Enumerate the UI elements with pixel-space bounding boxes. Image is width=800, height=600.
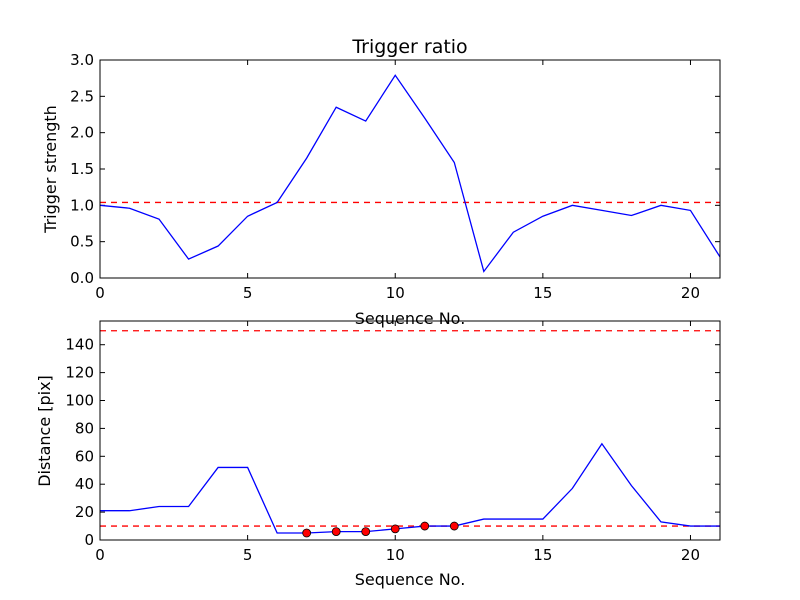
top-x-tick-label: 10	[386, 284, 405, 302]
bottom-data-point	[331, 527, 341, 537]
top-y-tick-label: 0.5	[70, 233, 94, 251]
top-x-tick-label: 5	[243, 284, 253, 302]
bottom-x-tick-label: 5	[243, 546, 253, 564]
bottom-y-tick-label: 140	[65, 336, 94, 354]
bottom-y-tick-label: 80	[75, 419, 94, 437]
top-y-tick-label: 2.0	[70, 124, 94, 142]
bottom-axes-frame	[99, 320, 721, 541]
top-chart-title: Trigger ratio	[351, 36, 467, 58]
bottom-y-axis-label: Distance [pix]	[35, 375, 54, 487]
top-y-tick-label: 1.0	[70, 196, 94, 214]
top-y-tick-label: 3.0	[70, 51, 94, 69]
bottom-subplot: Sequence No. Distance [pix] 0 5 10 15 20 0 20 4…	[35, 320, 721, 589]
top-y-axis-label: Trigger strength	[41, 105, 60, 234]
bottom-y-tick-label: 0	[84, 531, 94, 549]
bottom-data-point	[361, 527, 371, 537]
top-y-tick-label: 2.5	[70, 87, 94, 105]
bottom-y-tick-label: 120	[65, 364, 94, 382]
bottom-x-axis-label: Sequence No.	[355, 570, 466, 589]
top-axes-frame	[99, 59, 721, 279]
top-y-tick-label: 0.0	[70, 269, 94, 287]
top-x-tick-label: 15	[533, 284, 552, 302]
top-y-tick-label: 1.5	[70, 160, 94, 178]
bottom-x-tick-label: 0	[95, 546, 105, 564]
top-x-tick-label: 20	[681, 284, 700, 302]
bottom-y-tick-label: 20	[75, 503, 94, 521]
bottom-x-tick-label: 15	[533, 546, 552, 564]
bottom-y-tick-label: 40	[75, 475, 94, 493]
bottom-data-point	[390, 524, 400, 534]
bottom-x-tick-label: 10	[386, 546, 405, 564]
bottom-x-tick-label: 20	[681, 546, 700, 564]
top-subplot: Trigger ratio Sequence No. Trigger stren…	[41, 36, 721, 328]
top-x-axis-label: Sequence No.	[355, 309, 466, 328]
top-x-tick-label: 0	[95, 284, 105, 302]
bottom-y-tick-label: 60	[75, 447, 94, 465]
bottom-data-point	[420, 521, 430, 531]
top-series-line	[100, 74, 720, 273]
bottom-data-point	[449, 521, 459, 531]
bottom-y-tick-label: 100	[65, 392, 94, 410]
bottom-series-line	[100, 442, 720, 534]
bottom-data-point	[302, 528, 312, 538]
